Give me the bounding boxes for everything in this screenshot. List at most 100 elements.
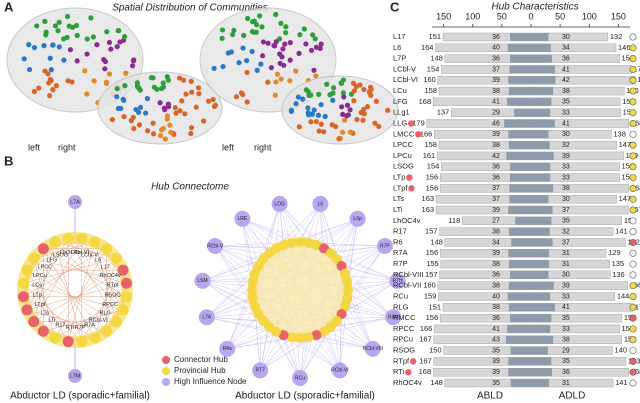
hub-node xyxy=(340,268,351,279)
row-label: L17 xyxy=(393,32,406,41)
inner-label: 31 xyxy=(562,250,570,257)
inner-label: 38 xyxy=(492,304,500,311)
hub-marker xyxy=(629,195,637,203)
inner-label: 30 xyxy=(562,131,570,138)
brain-node xyxy=(265,40,271,46)
edge xyxy=(26,241,96,311)
inner-bar xyxy=(515,216,531,225)
brain-node xyxy=(26,66,33,73)
inner-label: 38 xyxy=(562,185,570,192)
brain-node xyxy=(305,105,311,111)
inner-bar xyxy=(508,249,531,258)
inner-label: 41 xyxy=(562,120,570,127)
edge xyxy=(26,238,69,310)
edge xyxy=(43,258,117,332)
brain-node xyxy=(321,129,327,135)
inner-bar xyxy=(531,238,553,247)
brain-node xyxy=(283,24,289,30)
brain-node xyxy=(94,42,100,48)
brain-node xyxy=(347,107,353,113)
node-label: LTpf xyxy=(35,302,46,308)
inner-bar xyxy=(510,162,531,171)
inner-label: 39 xyxy=(492,250,500,257)
value-label: 129 xyxy=(608,248,621,257)
hub-node xyxy=(110,252,122,264)
brain-node xyxy=(151,131,157,137)
node-label: R7H xyxy=(392,278,402,284)
brain-node xyxy=(50,87,56,93)
value-label: 135 xyxy=(612,259,625,268)
brain-node xyxy=(47,93,53,99)
hub-marker xyxy=(629,379,637,387)
inner-bar xyxy=(531,206,553,214)
hub-marker xyxy=(629,228,637,236)
value-label: 168 xyxy=(419,367,432,376)
row-label: LPCC xyxy=(393,140,414,149)
brain-node xyxy=(84,36,90,42)
brain-node xyxy=(196,91,202,97)
value-label: 151 xyxy=(429,302,442,311)
node-label: RLG xyxy=(99,311,110,317)
brain-node xyxy=(103,79,110,85)
value-label: 166 xyxy=(420,324,433,333)
inner-label: 33 xyxy=(562,326,570,333)
brain-node xyxy=(195,85,202,91)
brain-node xyxy=(177,108,183,114)
hub-node xyxy=(76,336,88,348)
inner-bar xyxy=(510,173,531,182)
inner-label: 33 xyxy=(562,110,570,117)
inner-bar xyxy=(531,346,548,355)
legend-label: High Influence Node xyxy=(174,377,247,386)
brain-node xyxy=(34,23,40,29)
brain-node xyxy=(41,43,47,49)
hub-marker xyxy=(629,357,637,365)
edge xyxy=(316,218,358,246)
inner-label: 34 xyxy=(492,239,500,246)
value-label: 153 xyxy=(622,97,635,106)
brain-node xyxy=(161,105,167,111)
inner-bar xyxy=(531,141,550,150)
hub-node xyxy=(270,243,281,254)
inner-label: 29 xyxy=(562,347,570,354)
node-label: RhOC4v xyxy=(100,273,121,279)
inner-label: 38 xyxy=(492,142,500,149)
brain-node xyxy=(122,83,128,89)
hub-node xyxy=(340,301,351,312)
inner-label: 40 xyxy=(492,293,500,300)
hub-marker xyxy=(629,55,637,63)
row-label: RCbl-VII xyxy=(393,281,421,290)
brain-node xyxy=(306,92,312,99)
brain-node xyxy=(123,70,129,76)
brain-node xyxy=(361,86,367,93)
brain-node xyxy=(183,91,189,97)
inner-bar xyxy=(531,151,554,160)
node-label: RCbl-V xyxy=(207,243,224,249)
brain-node xyxy=(272,43,278,49)
node-label: LTp xyxy=(33,292,42,298)
brain-node xyxy=(172,105,178,111)
row-label: LCbl-VI xyxy=(393,75,418,84)
edge xyxy=(68,283,127,342)
hub-marker xyxy=(629,249,637,257)
value-label: 172 xyxy=(633,64,640,73)
hub-node xyxy=(343,285,353,295)
brain-node xyxy=(281,62,287,68)
row-label: LLG xyxy=(393,118,407,127)
brain-node xyxy=(43,32,49,38)
brain-node xyxy=(205,98,212,104)
hub-marker xyxy=(629,174,637,182)
brain-node xyxy=(361,111,367,117)
brain-node xyxy=(322,113,328,120)
brain-node xyxy=(188,125,195,131)
brain-node xyxy=(158,127,165,133)
inner-bar xyxy=(507,292,531,301)
brain-node xyxy=(47,55,53,61)
row-label: RTi xyxy=(393,367,405,376)
side-label: right xyxy=(254,142,272,152)
inner-bar xyxy=(510,33,531,41)
hub-node xyxy=(62,336,74,348)
brain-node xyxy=(180,77,187,83)
brain-node xyxy=(287,57,293,63)
value-label: 141 xyxy=(615,378,628,387)
inner-label: 30 xyxy=(562,272,570,279)
